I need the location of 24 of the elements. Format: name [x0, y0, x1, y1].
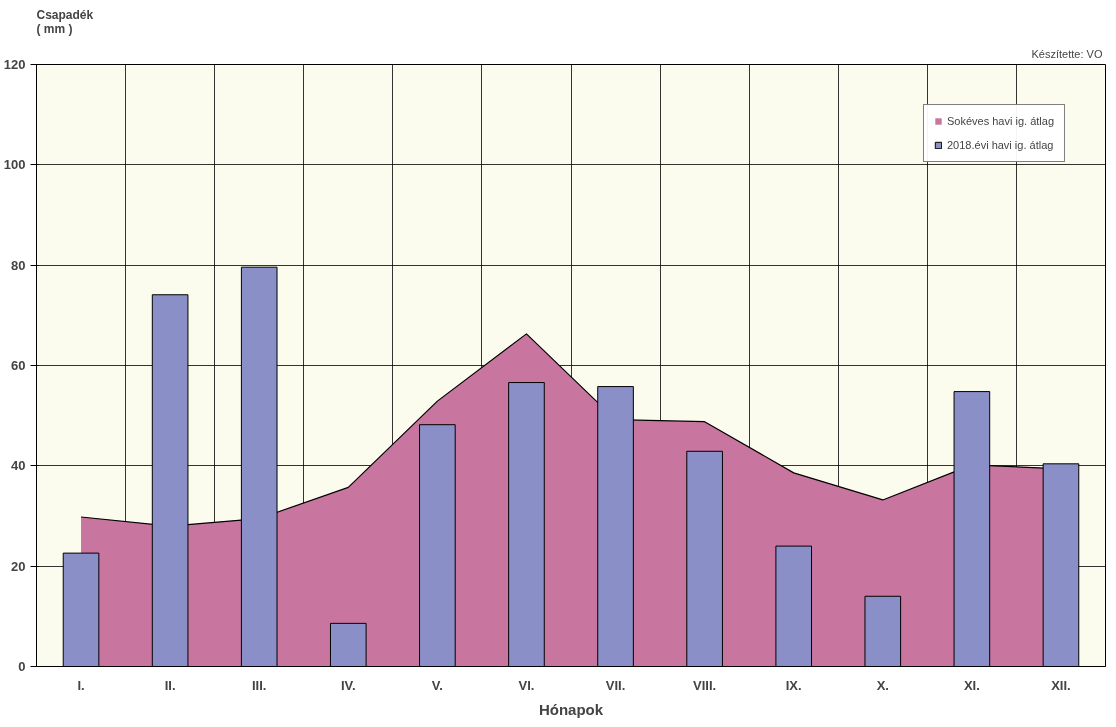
x-tick-label: III. [251, 677, 267, 693]
x-tick-label: IV. [340, 677, 356, 693]
y-tick-label: 40 [11, 458, 26, 474]
x-tick-label: VIII. [693, 677, 717, 693]
x-tick-label: II. [164, 677, 176, 693]
y-axis-title: Csapadék ( mm ) [36, 7, 94, 36]
x-tick-label: X. [876, 677, 889, 693]
y-tick-label: 120 [3, 57, 26, 72]
x-tick-label: VII. [605, 677, 626, 693]
text: Készítette: VO [1031, 47, 1103, 60]
x-tick-label: V. [431, 677, 443, 693]
y-tick-label: 100 [3, 157, 26, 173]
legend-label: 2018.évi havi ig. átlag [946, 139, 1054, 151]
x-tick-label: IX. [785, 677, 802, 693]
legend-label: Sokéves havi ig. átlag [946, 115, 1054, 127]
x-tick-label: VI. [518, 677, 535, 693]
y-tick-label: 20 [11, 558, 26, 574]
x-tick-label: I. [77, 677, 85, 693]
y-tick-label: 0 [18, 659, 26, 674]
y-tick-label: 80 [11, 257, 26, 273]
x-axis-title: Hónapok [538, 700, 604, 718]
y-tick-label: 60 [11, 358, 26, 373]
x-tick-label: XI. [963, 677, 980, 693]
x-tick-label: XII. [1051, 677, 1071, 693]
